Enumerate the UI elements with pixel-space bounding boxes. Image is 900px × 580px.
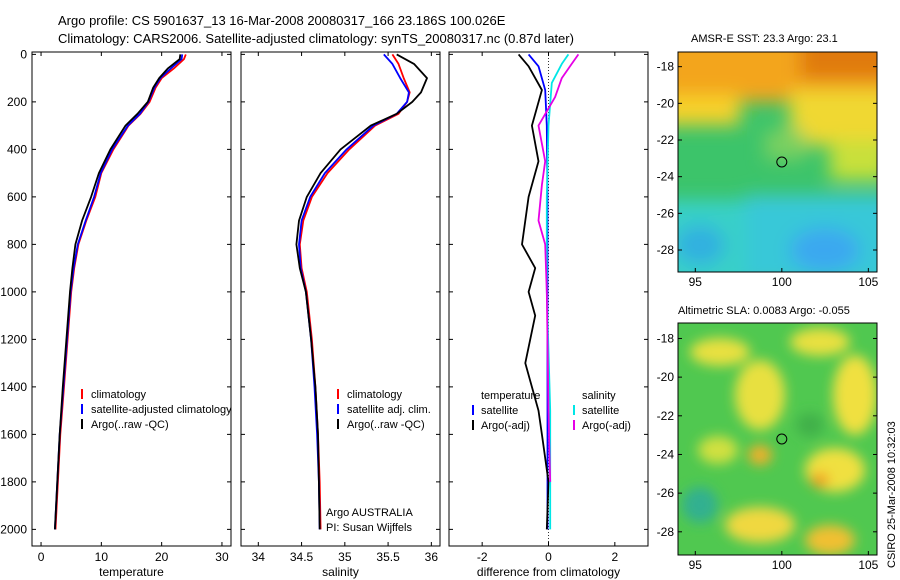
y-tick-label: -22 bbox=[657, 133, 675, 147]
legend-label: Argo(-adj) bbox=[582, 420, 631, 432]
series-line-1 bbox=[517, 53, 550, 530]
x-tick-label: 100 bbox=[772, 275, 792, 289]
figure-title-line2: Climatology: CARS2006. Satellite-adjuste… bbox=[58, 31, 574, 46]
legend-label: climatology bbox=[347, 389, 403, 401]
sst-map-axes: 95 100 105 -18 -20 -22 -24 -26 -28 bbox=[657, 60, 879, 289]
y-tick-label: 1000 bbox=[0, 285, 27, 299]
y-tick-label: 1400 bbox=[0, 380, 27, 394]
x-tick-label: 20 bbox=[155, 550, 169, 564]
figure-title-line1: Argo profile: CS 5901637_13 16-Mar-2008 … bbox=[58, 13, 506, 28]
y-tick-label: -28 bbox=[657, 525, 675, 539]
y-tick-label: -24 bbox=[657, 170, 675, 184]
series-line-1 bbox=[298, 53, 410, 530]
legend-label: satellite-adjusted climatology bbox=[91, 404, 232, 416]
y-tick-label: 600 bbox=[7, 190, 27, 204]
salinity-panel: 34 34.5 35 35.5 36 salinity climatology satelli… bbox=[240, 51, 441, 579]
sla-map-axes: 95 100 105 -18 -20 -22 -24 -26 -28 bbox=[657, 331, 879, 572]
legend-label: salinity bbox=[582, 390, 616, 402]
series-line-2 bbox=[54, 54, 182, 530]
x-tick-label: 95 bbox=[689, 558, 703, 572]
y-tick-label: -28 bbox=[657, 243, 675, 257]
y-tick-label: -26 bbox=[657, 486, 675, 500]
plot-frame bbox=[31, 51, 232, 547]
x-tick-label: 0 bbox=[38, 550, 45, 564]
x-tick-label: -2 bbox=[477, 550, 488, 564]
legend-label: satellite bbox=[582, 405, 619, 417]
sla-map-title: Altimetric SLA: 0.0083 Argo: -0.055 bbox=[678, 305, 850, 317]
x-tick-label: 36 bbox=[425, 550, 439, 564]
y-tick-label: -18 bbox=[657, 60, 675, 74]
y-tick-label: 800 bbox=[7, 237, 27, 251]
x-tick-label: 105 bbox=[858, 558, 878, 572]
x-tick-label: 2 bbox=[611, 550, 618, 564]
x-tick-label: 34 bbox=[252, 550, 266, 564]
y-tick-label: 400 bbox=[7, 142, 27, 156]
x-tick-label: 95 bbox=[689, 275, 703, 289]
float-agency-label: Argo AUSTRALIA bbox=[326, 507, 413, 519]
series-line-0 bbox=[298, 53, 411, 530]
plot-frame bbox=[240, 51, 441, 547]
x-tick-label: 30 bbox=[215, 550, 229, 564]
legend-label: Argo(..raw -QC) bbox=[347, 419, 425, 431]
legend-label: Argo(..raw -QC) bbox=[91, 419, 169, 431]
series-line-2 bbox=[545, 53, 570, 530]
series-line-2 bbox=[295, 53, 428, 530]
sla-heatmap bbox=[678, 323, 877, 555]
sla-argo-position-marker bbox=[776, 433, 788, 445]
x-tick-label: 105 bbox=[858, 275, 878, 289]
series-line-0 bbox=[54, 54, 187, 530]
x-tick-label: 0 bbox=[545, 550, 552, 564]
y-tick-label: -20 bbox=[657, 96, 675, 110]
sst-argo-position-marker bbox=[776, 156, 788, 168]
y-tick-label: -26 bbox=[657, 206, 675, 220]
x-tick-label: 10 bbox=[95, 550, 109, 564]
temperature-panel: 0 200 400 600 800 1000 1200 1400 1600 1800 2000 0 10… bbox=[0, 47, 232, 579]
y-tick-label: 2000 bbox=[0, 522, 27, 536]
legend-label: temperature bbox=[481, 390, 540, 402]
y-tick-label: -24 bbox=[657, 447, 675, 461]
legend-label: satellite adj. clim. bbox=[347, 404, 431, 416]
legend-label: Argo(-adj) bbox=[481, 420, 530, 432]
x-axis-label: difference from climatology bbox=[477, 565, 620, 579]
y-tick-label: 0 bbox=[20, 47, 27, 61]
series-line-1 bbox=[54, 54, 184, 530]
y-tick-label: -20 bbox=[657, 370, 675, 384]
x-axis-label: salinity bbox=[322, 565, 359, 579]
x-axis-label: temperature bbox=[99, 565, 164, 579]
sst-map-title: AMSR-E SST: 23.3 Argo: 23.1 bbox=[691, 33, 838, 45]
y-tick-label: 1800 bbox=[0, 475, 27, 489]
side-timestamp-label: CSIRO 25-Mar-2008 10:32:03 bbox=[886, 421, 898, 568]
y-tick-label: -18 bbox=[657, 331, 675, 345]
sst-heatmap bbox=[678, 52, 877, 272]
y-tick-label: 200 bbox=[7, 95, 27, 109]
x-tick-label: 34.5 bbox=[290, 550, 314, 564]
x-tick-label: 35 bbox=[338, 550, 352, 564]
x-tick-label: 100 bbox=[772, 558, 792, 572]
series-line-3 bbox=[537, 53, 580, 482]
legend-label: satellite bbox=[481, 405, 518, 417]
legend-label: climatology bbox=[91, 389, 147, 401]
y-tick-label: -22 bbox=[657, 409, 675, 423]
x-tick-label: 35.5 bbox=[376, 550, 400, 564]
y-tick-label: 1200 bbox=[0, 332, 27, 346]
y-tick-label: 1600 bbox=[0, 427, 27, 441]
float-pi-label: PI: Susan Wijffels bbox=[326, 522, 412, 534]
